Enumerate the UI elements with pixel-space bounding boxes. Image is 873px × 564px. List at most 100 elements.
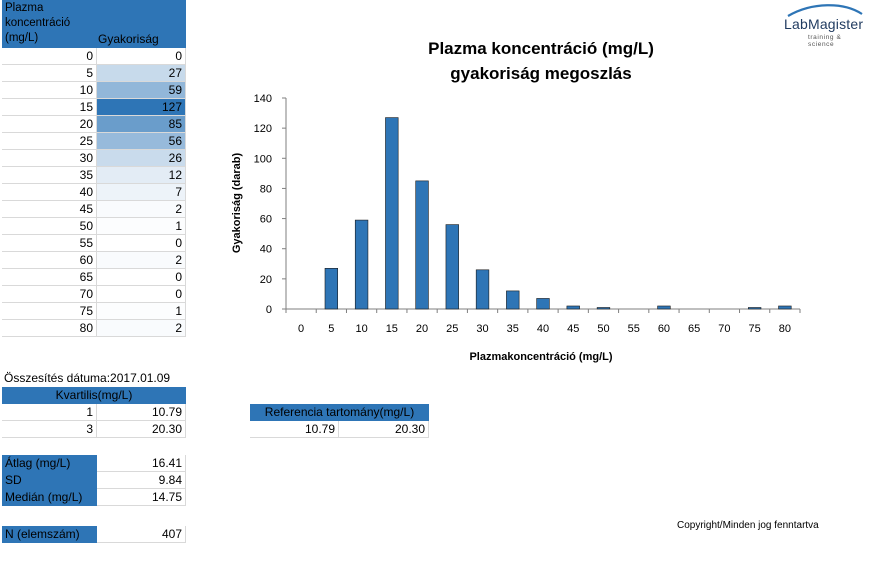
copyright-text: Copyright/Minden jog fenntartva <box>677 520 819 531</box>
median-value: 14.75 <box>97 489 186 506</box>
x-tick-label: 15 <box>386 323 398 335</box>
date-label: Összesítés dátuma: <box>4 371 111 385</box>
sd-label: SD <box>2 472 97 489</box>
table-row-concentration: 75 <box>2 303 97 320</box>
table-row-frequency: 12 <box>97 167 186 184</box>
table-row-frequency: 2 <box>97 252 186 269</box>
x-tick-label: 20 <box>416 323 428 335</box>
q1-label: 1 <box>2 404 97 421</box>
table-row-concentration: 0 <box>2 48 97 65</box>
n-label: N (elemszám) <box>2 526 97 543</box>
chart-title: Plazma koncentráció (mg/L) <box>428 39 654 58</box>
table-row-concentration: 5 <box>2 65 97 82</box>
bar <box>778 305 792 310</box>
table-row-frequency: 2 <box>97 201 186 218</box>
mean-label: Átlag (mg/L) <box>2 455 97 472</box>
bar <box>415 180 429 310</box>
table-header-frequency: Gyakoriság <box>97 0 186 48</box>
y-axis-label: Gyakoriság (darab) <box>231 153 243 254</box>
table-row-frequency: 27 <box>97 65 186 82</box>
bar <box>475 269 490 310</box>
y-tick-label: 20 <box>260 274 272 286</box>
table-row-frequency: 0 <box>97 235 186 252</box>
x-tick-label: 55 <box>628 323 640 335</box>
x-tick-label: 50 <box>597 323 609 335</box>
y-tick-label: 0 <box>266 304 272 316</box>
logo-tagline: training & science <box>808 34 842 48</box>
bar <box>445 224 459 310</box>
x-tick-label: 80 <box>779 323 791 335</box>
mean-value: 16.41 <box>97 455 186 472</box>
x-tick-label: 35 <box>507 323 519 335</box>
x-tick-label: 70 <box>718 323 730 335</box>
reference-low: 10.79 <box>250 421 339 438</box>
table-row-concentration: 50 <box>2 218 97 235</box>
x-tick-label: 25 <box>446 323 458 335</box>
table-row-concentration: 30 <box>2 150 97 167</box>
date-value: 2017.01.09 <box>110 371 171 385</box>
table-row-concentration: 20 <box>2 116 97 133</box>
bar <box>657 305 671 310</box>
table-row-frequency: 0 <box>97 48 186 65</box>
table-row-concentration: 65 <box>2 269 97 286</box>
table-row-frequency: 2 <box>97 320 186 337</box>
bar <box>747 307 762 310</box>
table-row-frequency: 59 <box>97 82 186 99</box>
chart-subtitle: gyakoriság megoszlás <box>450 64 631 83</box>
bar <box>385 117 399 310</box>
x-tick-label: 5 <box>328 323 334 335</box>
logo-swoosh-icon <box>787 4 863 17</box>
q3-value: 20.30 <box>97 421 186 438</box>
table-row-concentration: 60 <box>2 252 97 269</box>
reference-header: Referencia tartomány(mg/L) <box>250 404 429 421</box>
bar <box>596 307 611 310</box>
table-row-concentration: 70 <box>2 286 97 303</box>
table-row-concentration: 40 <box>2 184 97 201</box>
median-label: Medián (mg/L) <box>2 489 97 506</box>
x-tick-label: 65 <box>688 323 700 335</box>
table-row-frequency: 1 <box>97 218 186 235</box>
table-row-frequency: 1 <box>97 303 186 320</box>
x-tick-label: 45 <box>567 323 579 335</box>
table-row-frequency: 56 <box>97 133 186 150</box>
logo-name: LabMagister <box>784 16 864 32</box>
quartile-header: Kvartilis(mg/L) <box>2 387 186 404</box>
table-row-concentration: 25 <box>2 133 97 150</box>
bar <box>536 298 550 310</box>
q3-label: 3 <box>2 421 97 438</box>
n-value: 407 <box>97 526 186 543</box>
bar <box>354 219 369 310</box>
sd-value: 9.84 <box>97 472 186 489</box>
bar <box>566 305 580 310</box>
x-tick-label: 0 <box>298 323 304 335</box>
table-row-concentration: 80 <box>2 320 97 337</box>
bar <box>506 290 520 310</box>
q1-value: 10.79 <box>97 404 186 421</box>
table-row-frequency: 0 <box>97 269 186 286</box>
table-row-frequency: 7 <box>97 184 186 201</box>
table-row-frequency: 127 <box>97 99 186 116</box>
x-tick-label: 60 <box>658 323 670 335</box>
table-header-concentration: Plazma koncentráció (mg/L) <box>2 0 97 48</box>
y-tick-label: 40 <box>260 244 272 256</box>
table-row-concentration: 10 <box>2 82 97 99</box>
y-tick-label: 140 <box>254 93 272 105</box>
table-row-frequency: 26 <box>97 150 186 167</box>
table-row-concentration: 45 <box>2 201 97 218</box>
x-tick-label: 40 <box>537 323 549 335</box>
reference-high: 20.30 <box>339 421 429 438</box>
table-row-concentration: 35 <box>2 167 97 184</box>
labmagister-logo: LabMagister training & science <box>782 2 866 48</box>
frequency-bar-chart: Plazma koncentráció (mg/L) gyakoriság me… <box>231 39 801 363</box>
x-tick-label: 10 <box>355 323 367 335</box>
x-tick-label: 30 <box>476 323 488 335</box>
x-axis-label: Plazmakoncentráció (mg/L) <box>469 351 612 363</box>
table-row-frequency: 85 <box>97 116 186 133</box>
x-tick-label: 75 <box>749 323 761 335</box>
y-tick-label: 120 <box>254 123 272 135</box>
table-row-concentration: 55 <box>2 235 97 252</box>
y-tick-label: 60 <box>260 214 272 226</box>
bar <box>324 268 339 310</box>
y-tick-label: 80 <box>260 183 272 195</box>
table-row-concentration: 15 <box>2 99 97 116</box>
